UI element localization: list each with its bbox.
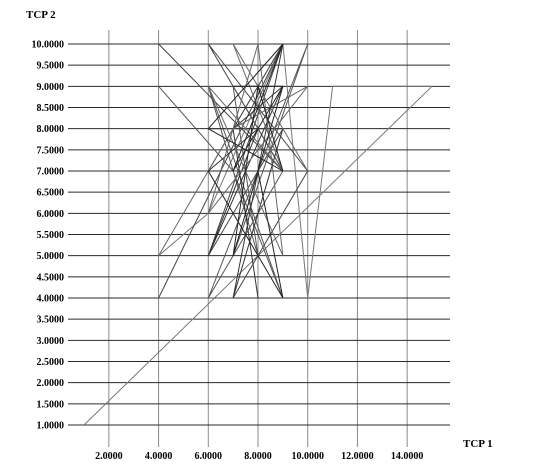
y-tick-label: 5.5000 <box>37 230 65 241</box>
y-tick-label: 1.5000 <box>37 399 65 410</box>
y-tick-label: 3.0000 <box>37 336 65 347</box>
y-tick-label: 4.5000 <box>37 272 65 283</box>
y-tick-label: 4.0000 <box>37 294 65 305</box>
x-tick-label: 12.0000 <box>341 451 374 462</box>
y-tick-label: 7.0000 <box>37 167 65 178</box>
vertical-gridlines <box>108 30 408 447</box>
x-tick-label: 6.0000 <box>195 451 223 462</box>
y-tick-labels: 1.0000 1.5000 2.0000 2.5000 3.0000 3.5000 4.00… <box>32 40 65 432</box>
x-tick-label: 4.0000 <box>145 451 173 462</box>
y-tick-label: 2.5000 <box>37 357 65 368</box>
y-tick-label: 10.0000 <box>32 40 65 51</box>
y-tick-label: 6.0000 <box>37 209 65 220</box>
x-tick-labels: 2.0000 4.0000 6.0000 8.0000 10.0000 12.0000 14… <box>95 451 423 462</box>
x-tick-label: 14.0000 <box>391 451 424 462</box>
y-tick-label: 8.0000 <box>37 124 65 135</box>
y-tick-label: 6.5000 <box>37 188 65 199</box>
y-tick-label: 7.5000 <box>37 145 65 156</box>
y-tick-label: 3.5000 <box>37 315 65 326</box>
series-layer <box>83 43 433 426</box>
y-tick-label: 1.0000 <box>37 421 65 432</box>
y-tick-label: 8.5000 <box>37 103 65 114</box>
y-tick-label: 2.0000 <box>37 378 65 389</box>
y-axis-title: TCP 2 <box>26 9 56 21</box>
x-axis-title: TCP 1 <box>463 438 493 450</box>
y-tick-label: 9.5000 <box>37 61 65 72</box>
y-tick-label: 9.0000 <box>37 82 65 93</box>
series-line <box>207 43 284 299</box>
y-tick-label: 5.0000 <box>37 251 65 262</box>
x-tick-label: 8.0000 <box>244 451 272 462</box>
x-tick-label: 2.0000 <box>95 451 123 462</box>
horizontal-gridlines <box>68 43 450 426</box>
x-tick-label: 10.0000 <box>291 451 324 462</box>
